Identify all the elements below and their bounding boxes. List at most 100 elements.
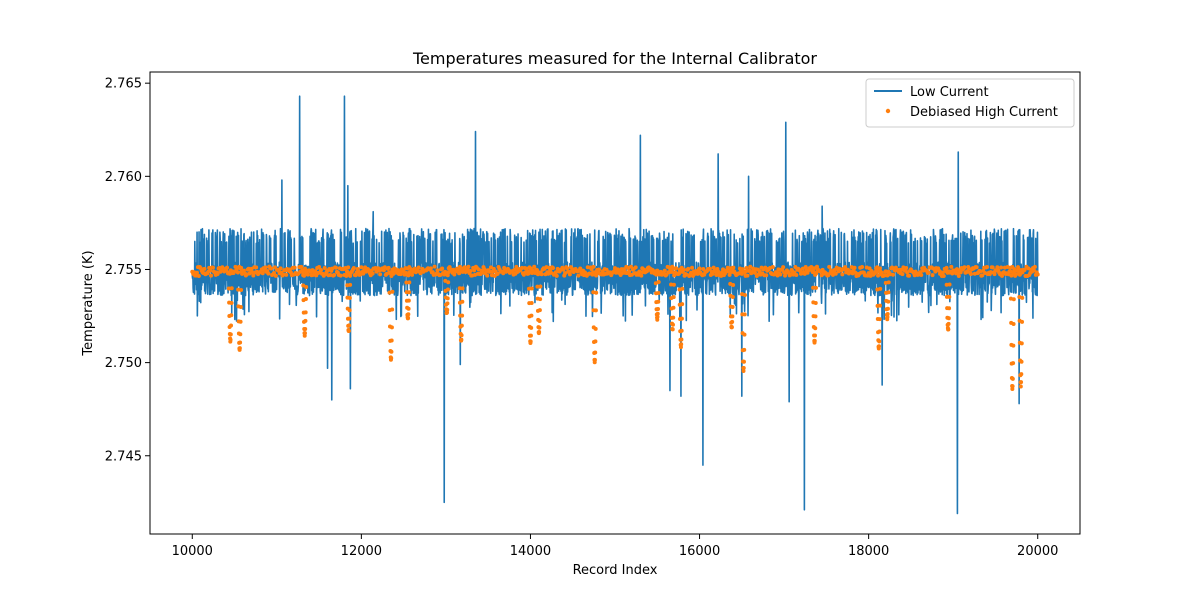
high-current-point [303,310,308,315]
high-current-point [813,301,818,306]
high-current-point [389,349,394,354]
x-tick-label: 16000 [679,544,720,559]
high-current-point [679,337,684,342]
high-current-point [196,273,201,278]
high-current-point [730,305,735,310]
high-current-point [656,280,661,285]
high-current-point [672,271,677,276]
high-current-point [731,270,736,275]
high-current-point [627,269,632,274]
high-current-point [537,318,542,323]
high-current-point [440,266,445,271]
high-current-point [361,271,366,276]
high-current-point [679,328,684,333]
high-current-point [537,308,542,313]
high-current-point [386,265,391,270]
high-current-point [810,270,815,275]
high-current-point [404,270,409,275]
high-current-point [969,272,974,277]
high-current-point [655,314,660,319]
high-current-point [239,265,244,270]
high-current-point [272,271,276,276]
high-current-point [317,265,322,270]
high-current-point [662,268,667,273]
high-current-point [669,282,674,287]
high-current-point [347,323,352,328]
high-current-point [446,280,451,285]
high-current-point [407,280,412,285]
high-current-point [679,316,684,321]
high-current-point [228,337,233,342]
high-current-point [974,265,979,270]
high-current-point [229,313,234,318]
high-current-point [445,307,450,312]
high-current-point [407,270,412,275]
high-current-point [389,338,394,343]
high-current-point [946,316,951,321]
high-current-point [237,346,242,351]
high-current-point [742,312,747,317]
high-current-point [990,265,995,270]
high-current-point [578,266,583,271]
high-current-point [561,267,566,272]
high-current-point [730,294,735,299]
high-current-point [576,273,581,278]
high-current-point [886,270,891,275]
high-current-point [670,327,675,332]
high-current-point [730,319,735,324]
high-current-point [348,271,353,276]
high-current-point [238,304,243,309]
high-current-point [512,267,517,272]
high-current-point [638,269,643,274]
high-current-point [269,266,274,271]
high-current-point [803,264,808,269]
high-current-point [334,265,338,270]
high-current-point [1011,297,1016,302]
high-current-point [711,265,716,270]
high-current-point [554,273,559,278]
high-current-point [592,357,597,362]
high-current-point [370,271,375,276]
high-current-point [468,269,473,274]
high-current-point [811,285,816,290]
high-current-point [764,273,769,278]
high-current-point [781,265,786,270]
legend-box [865,78,1075,128]
chart-title: Temperatures measured for the Internal C… [412,49,817,68]
high-current-point [741,369,746,374]
high-current-point [532,264,537,269]
high-current-point [670,322,675,327]
high-current-point [194,270,199,275]
high-current-point [680,286,685,291]
high-current-point [731,265,736,270]
high-current-point [254,265,259,270]
y-tick-label: 2.765 [105,77,142,92]
high-current-point [940,270,945,275]
high-current-point [944,265,949,270]
y-tick-label: 2.745 [105,449,142,464]
high-current-point [875,269,880,274]
legend: Low Current Debiased High Current [865,78,1075,128]
high-current-point [406,298,411,303]
high-current-point [459,337,464,342]
high-current-point [529,301,534,306]
high-current-point [304,285,309,290]
high-current-point [416,265,421,270]
high-current-point [724,269,729,274]
high-current-point [594,273,599,278]
high-current-point [347,295,352,300]
high-current-point [926,270,931,275]
high-current-point [209,273,214,278]
high-current-point [656,270,661,275]
high-current-point [904,265,909,270]
high-current-point [1019,380,1024,385]
high-current-point [1035,272,1040,277]
high-current-point [390,307,395,312]
high-current-point [907,273,912,278]
high-current-point [215,271,220,276]
high-current-point [885,314,890,319]
high-current-point [744,265,749,270]
high-current-point [980,273,985,278]
high-current-point [238,319,243,324]
high-current-point [236,287,241,292]
